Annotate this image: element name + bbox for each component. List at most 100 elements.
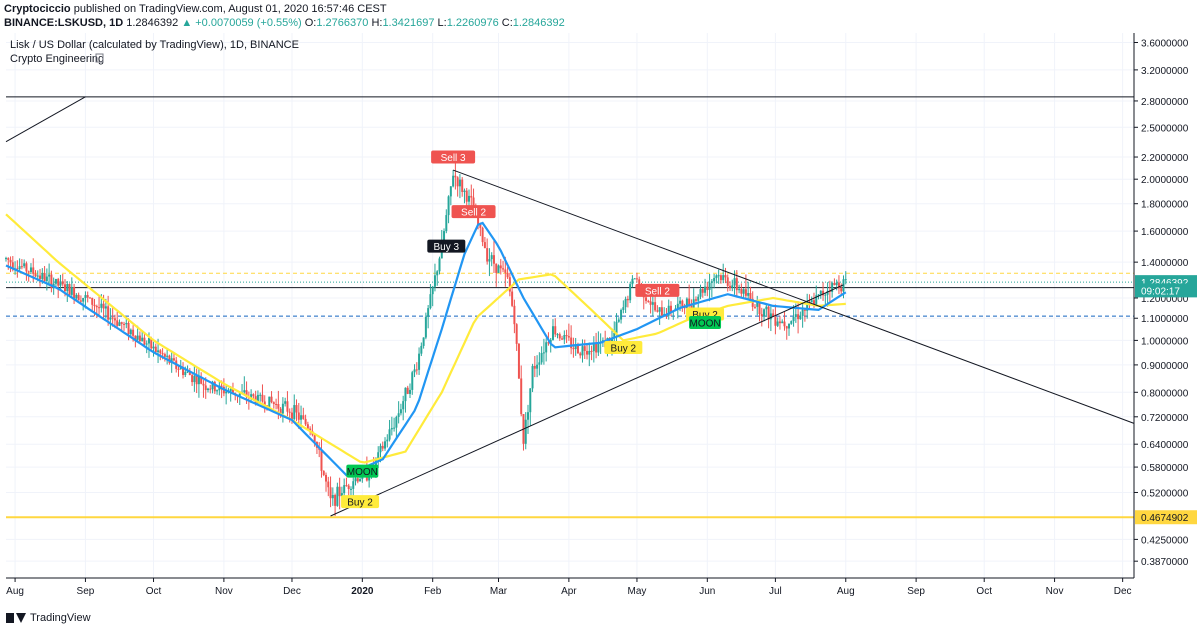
- footer: TradingView: [6, 612, 91, 624]
- candle-body: [211, 381, 214, 390]
- candle-body: [100, 303, 103, 308]
- candle-body: [826, 290, 829, 295]
- candle-body: [590, 350, 593, 352]
- signal-text: Sell 3: [441, 153, 466, 164]
- candle-body: [713, 278, 716, 282]
- price-label-text: 09:02:17: [1141, 286, 1180, 297]
- candle-body: [123, 323, 126, 325]
- price-label-text: 0.4674902: [1141, 513, 1189, 524]
- candle-body: [729, 285, 732, 288]
- y-tick-label: 2.2000000: [1141, 153, 1189, 164]
- candle-body: [465, 190, 468, 202]
- author-name[interactable]: Cryptociccio: [4, 3, 71, 15]
- candle-body: [551, 326, 554, 340]
- candle-body: [726, 277, 729, 286]
- candle-body: [343, 485, 346, 494]
- y-tick-label: 3.2000000: [1141, 66, 1189, 77]
- signal-buy-dark: Buy 3: [427, 239, 466, 253]
- candle-body: [542, 352, 545, 354]
- candle-body: [767, 306, 770, 320]
- price-label: 0.4674902: [1135, 510, 1197, 525]
- candle-body: [325, 474, 328, 482]
- candle-body: [5, 258, 7, 260]
- candle-body: [488, 259, 491, 262]
- candle-body: [18, 266, 21, 269]
- candle-body: [356, 478, 359, 482]
- candle-body: [132, 329, 135, 336]
- candle-body: [182, 367, 185, 375]
- tradingview-logo-icon: [6, 613, 26, 623]
- last-price: 1.2846392: [126, 17, 179, 29]
- candle-body: [445, 215, 448, 232]
- candle-body: [352, 481, 355, 489]
- candle-body: [722, 275, 725, 281]
- settings-icon[interactable]: [95, 53, 104, 63]
- candle-body: [751, 298, 754, 307]
- candle-body: [533, 365, 536, 369]
- candle-body: [381, 445, 384, 449]
- candle-body: [418, 353, 421, 370]
- indicator-name[interactable]: Crypto Engineering: [10, 53, 104, 65]
- candle-body: [238, 393, 241, 397]
- candle-body: [413, 369, 416, 373]
- candle-body: [799, 315, 802, 320]
- candle-body: [379, 445, 382, 453]
- candle-body: [79, 300, 82, 302]
- signal-text: Buy 2: [347, 498, 373, 509]
- candle-body: [116, 320, 119, 326]
- candle-body: [497, 265, 500, 273]
- candle-body: [801, 309, 804, 316]
- candle-body: [64, 284, 67, 292]
- candle-body: [377, 452, 380, 459]
- candle-body: [179, 367, 182, 370]
- candle-body: [744, 289, 747, 296]
- candle-body: [191, 375, 194, 383]
- price-label-box: [1135, 283, 1197, 298]
- candle-body: [275, 403, 278, 405]
- candle-body: [213, 381, 216, 392]
- candle-body: [785, 326, 788, 329]
- signal-box: [451, 205, 496, 219]
- candle-body: [393, 427, 396, 429]
- candle-body: [147, 337, 150, 344]
- candle-body: [161, 353, 164, 355]
- candle-body: [654, 302, 657, 311]
- candle-body: [651, 302, 654, 305]
- candle-body: [61, 281, 64, 285]
- candle-body: [70, 287, 73, 295]
- candle-body: [415, 369, 418, 371]
- candle-body: [742, 289, 745, 294]
- x-tick-label: Oct: [976, 586, 992, 597]
- candle-body: [206, 388, 209, 391]
- candle-body: [143, 337, 146, 345]
- candle-body: [111, 317, 114, 319]
- candle-body: [322, 470, 325, 475]
- candle-body: [177, 368, 180, 370]
- candle-body: [184, 371, 187, 375]
- candle-body: [166, 355, 169, 357]
- candle-body: [32, 267, 35, 274]
- candle-body: [586, 351, 589, 355]
- candle-body: [286, 401, 289, 412]
- candle-body: [803, 309, 806, 311]
- x-tick-label: Sep: [907, 586, 925, 597]
- candle-body: [270, 396, 273, 403]
- candle-body: [588, 350, 591, 355]
- candle-body: [633, 278, 636, 280]
- candle-body: [327, 481, 330, 488]
- chart-title: Lisk / US Dollar (calculated by TradingV…: [10, 39, 299, 51]
- candle-body: [676, 303, 679, 309]
- candle-body: [592, 343, 595, 352]
- candle-body: [170, 358, 173, 363]
- candle-body: [635, 278, 638, 280]
- candle-body: [574, 344, 577, 350]
- candle-body: [88, 297, 91, 299]
- candle-body: [506, 272, 509, 278]
- candle-body: [685, 298, 688, 309]
- candle-body: [422, 337, 425, 346]
- candle-body: [43, 272, 46, 282]
- candle-body: [833, 282, 836, 286]
- candle-body: [329, 487, 332, 499]
- candle-body: [794, 314, 797, 317]
